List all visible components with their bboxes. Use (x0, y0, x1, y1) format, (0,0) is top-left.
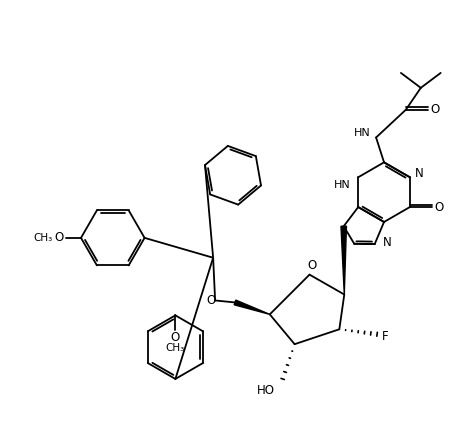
Text: O: O (307, 259, 316, 272)
Text: N: N (383, 236, 392, 249)
Text: O: O (434, 200, 443, 213)
Text: O: O (54, 231, 64, 244)
Text: O: O (206, 294, 216, 307)
Text: HO: HO (257, 385, 275, 397)
Text: N: N (415, 167, 424, 180)
Text: O: O (171, 331, 180, 344)
Text: HN: HN (333, 180, 350, 190)
Text: F: F (382, 330, 388, 343)
Polygon shape (341, 226, 347, 294)
Polygon shape (234, 300, 270, 314)
Text: HN: HN (355, 128, 371, 138)
Text: O: O (430, 103, 439, 116)
Text: CH₃: CH₃ (34, 233, 53, 243)
Text: CH₃: CH₃ (166, 343, 185, 353)
